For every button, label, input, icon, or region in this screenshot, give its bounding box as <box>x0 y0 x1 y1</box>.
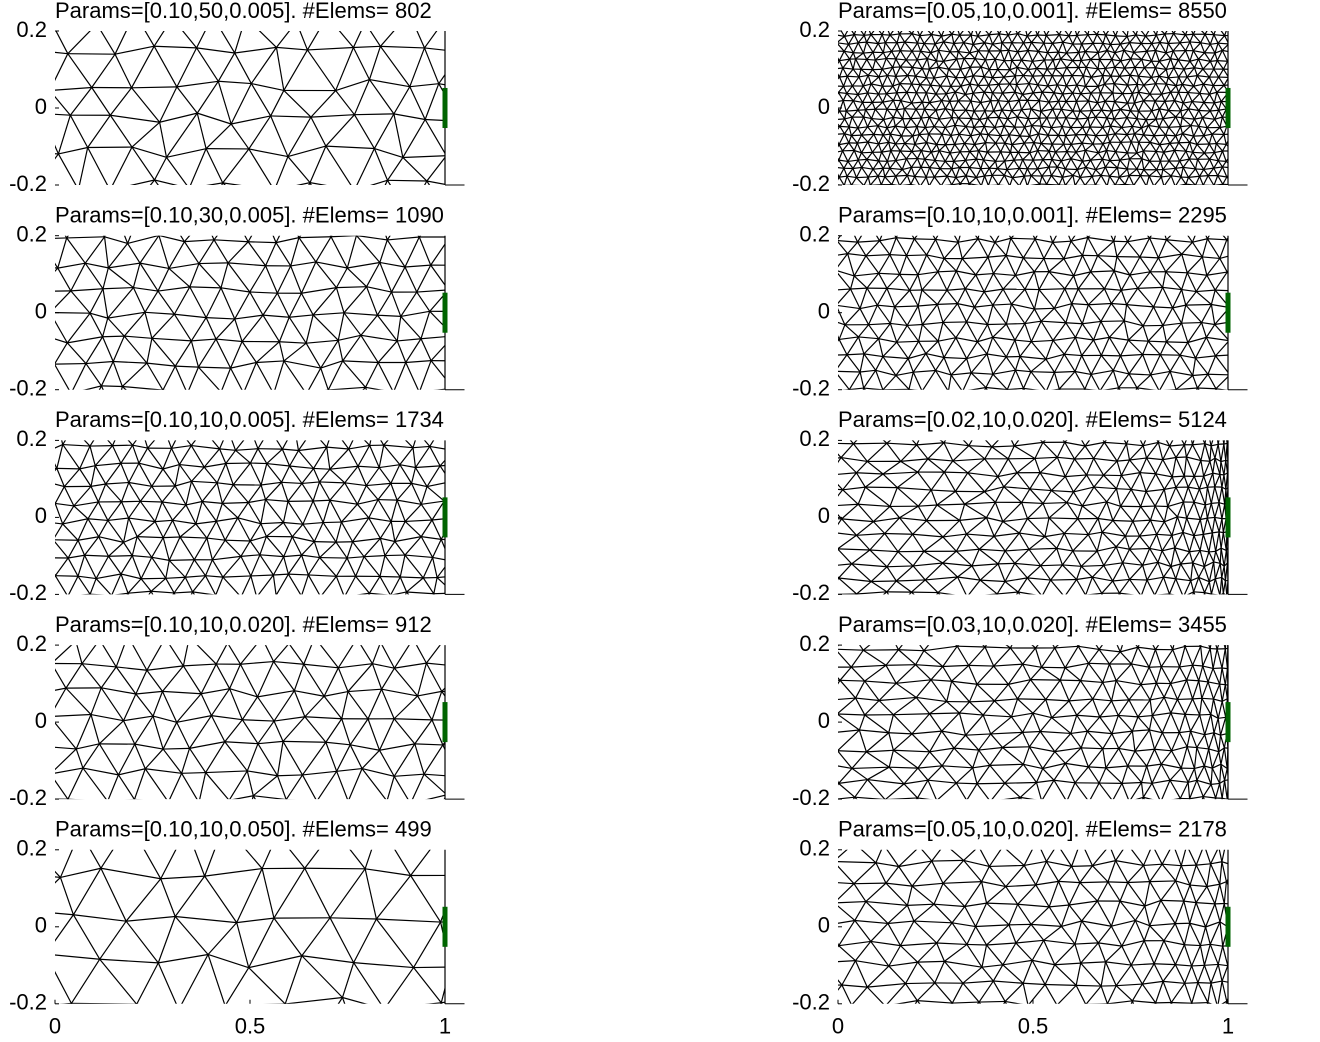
y-tick-label: -0.2 <box>9 990 47 1015</box>
y-tick-label: 0 <box>818 94 830 119</box>
panel: Params=[0.10,50,0.005]. #Elems= 802 0.2 0 -… <box>9 0 465 196</box>
panel-title: Params=[0.02,10,0.020]. #Elems= 5124 <box>838 407 1227 432</box>
y-tick-label: 0 <box>818 708 830 733</box>
y-tick-label: 0 <box>35 503 47 528</box>
panel-title: Params=[0.10,10,0.020]. #Elems= 912 <box>55 612 432 637</box>
y-tick-label: 0.2 <box>16 836 47 861</box>
panel-title: Params=[0.10,10,0.050]. #Elems= 499 <box>55 817 432 842</box>
y-tick-label: 0.2 <box>16 222 47 247</box>
boundary-marker <box>1225 87 1231 129</box>
panel-title: Params=[0.03,10,0.020]. #Elems= 3455 <box>838 612 1227 637</box>
y-tick-label: 0 <box>818 503 830 528</box>
panel-title: Params=[0.10,50,0.005]. #Elems= 802 <box>55 0 432 23</box>
y-tick-label: 0 <box>35 708 47 733</box>
panel: Params=[0.10,10,0.001]. #Elems= 2295 0.2 0… <box>792 203 1248 401</box>
y-tick-label: 0.2 <box>799 17 830 42</box>
x-tick-label: 1 <box>1222 1014 1234 1039</box>
y-tick-label: -0.2 <box>792 376 830 401</box>
panel: Params=[0.05,10,0.001]. #Elems= 8550 0.2 0… <box>792 0 1248 196</box>
y-tick-label: 0.2 <box>16 631 47 656</box>
boundary-marker <box>442 906 448 947</box>
panel: Params=[0.05,10,0.020]. #Elems= 2178 0.2 0… <box>792 817 1248 1039</box>
y-tick-label: 0 <box>35 94 47 119</box>
y-tick-label: 0.2 <box>16 17 47 42</box>
mesh <box>55 645 445 800</box>
mesh <box>55 849 445 1004</box>
boundary-marker <box>442 702 448 743</box>
y-tick-label: 0 <box>818 299 830 324</box>
y-tick-label: 0.2 <box>799 836 830 861</box>
panel-title: Params=[0.05,10,0.001]. #Elems= 8550 <box>838 0 1227 23</box>
panel-title: Params=[0.10,10,0.005]. #Elems= 1734 <box>55 407 444 432</box>
y-tick-label: -0.2 <box>9 171 47 196</box>
mesh <box>55 440 445 595</box>
panel: Params=[0.02,10,0.020]. #Elems= 5124 0.2 0… <box>792 407 1248 605</box>
boundary-marker <box>1225 702 1231 743</box>
mesh <box>55 235 445 390</box>
mesh <box>838 849 1228 1004</box>
x-tick-label: 0 <box>832 1014 844 1039</box>
boundary-marker <box>442 497 448 538</box>
panel-title: Params=[0.10,30,0.005]. #Elems= 1090 <box>55 203 444 228</box>
boundary-marker <box>442 292 448 333</box>
y-tick-label: -0.2 <box>792 785 830 810</box>
boundary-marker <box>442 87 448 129</box>
y-tick-label: 0 <box>35 299 47 324</box>
panel: Params=[0.10,30,0.005]. #Elems= 1090 0.2 0… <box>9 203 465 401</box>
y-tick-label: -0.2 <box>9 580 47 605</box>
panel: Params=[0.10,10,0.005]. #Elems= 1734 0.2 0… <box>9 407 465 605</box>
y-tick-label: -0.2 <box>792 580 830 605</box>
mesh <box>838 440 1228 595</box>
y-tick-label: 0 <box>35 913 47 938</box>
y-tick-label: 0.2 <box>799 631 830 656</box>
boundary-marker <box>1225 906 1231 947</box>
y-tick-label: 0.2 <box>799 426 830 451</box>
y-tick-label: -0.2 <box>792 171 830 196</box>
panel: Params=[0.10,10,0.050]. #Elems= 4990.20-… <box>9 817 465 1039</box>
panel: Params=[0.03,10,0.020]. #Elems= 3455 0.2 0… <box>792 612 1248 810</box>
x-tick-label: 0.5 <box>235 1014 266 1039</box>
x-tick-label: 0 <box>49 1014 61 1039</box>
mesh <box>55 31 445 185</box>
x-tick-label: 0.5 <box>1018 1014 1049 1039</box>
y-tick-label: 0.2 <box>16 426 47 451</box>
panel-title: Params=[0.05,10,0.020]. #Elems= 2178 <box>838 817 1227 842</box>
mesh <box>838 235 1228 390</box>
y-tick-label: 0 <box>818 913 830 938</box>
mesh <box>838 31 1228 185</box>
y-tick-label: -0.2 <box>792 990 830 1015</box>
boundary-marker <box>1225 497 1231 538</box>
y-tick-label: -0.2 <box>9 785 47 810</box>
x-tick-label: 1 <box>439 1014 451 1039</box>
mesh <box>838 645 1228 800</box>
panel-title: Params=[0.10,10,0.001]. #Elems= 2295 <box>838 203 1227 228</box>
panel: Params=[0.10,10,0.020]. #Elems= 912 0.2 0 -… <box>9 612 465 810</box>
boundary-marker <box>1225 292 1231 333</box>
y-tick-label: 0.2 <box>799 222 830 247</box>
y-tick-label: -0.2 <box>9 376 47 401</box>
